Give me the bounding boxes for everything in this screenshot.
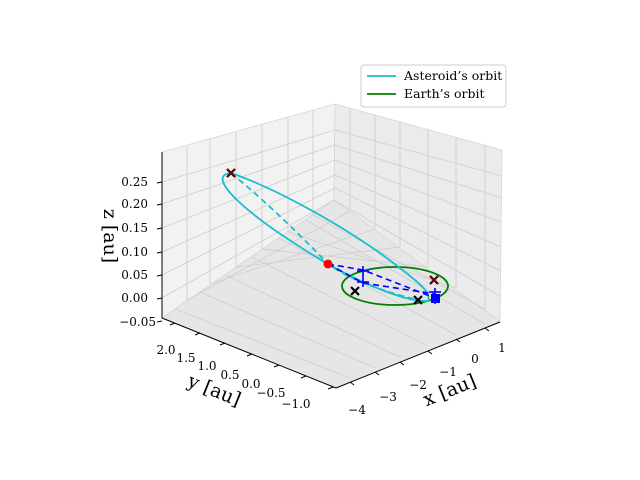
earth-orbit-line [341,266,449,306]
grid-line [161,174,336,253]
y-tick-label: −0.5 [256,386,285,400]
z-tick-label: 0.15 [121,221,148,235]
z-tick-mark [156,251,163,254]
grid-line [334,187,502,272]
x-tick-mark [399,361,405,366]
y-tick-label: 1.0 [197,359,216,373]
z-tick-label: 0.00 [121,291,148,305]
grid-line [224,274,401,358]
y-tick-label: 0.5 [220,368,239,382]
z-tick-mark [156,181,163,184]
y-axis-ticks: 2.0 1.5 1.0 0.5 0.0 −0.5 −1.0 [156,322,334,411]
z-tick-mark [156,297,163,300]
grid-line [161,199,335,299]
x-marker [429,275,439,285]
x-marker [350,286,360,296]
grid-line [334,159,502,223]
z-tick-mark [156,227,163,230]
y-tick-mark [219,342,226,346]
z-tick-mark [156,203,163,206]
grid-line [174,308,351,379]
x-tick-label: −1 [439,365,457,379]
grid-line [334,174,502,248]
legend-label-asteroid: Asteroid’s orbit [403,68,502,83]
y-tick-label: −1.0 [281,397,310,411]
axis-lines [161,152,501,389]
x-tick-label: −2 [409,378,427,392]
x-tick-label: −3 [379,390,397,404]
y-tick-mark [300,375,307,379]
x-axis-ticks: −4 −3 −2 −1 0 1 [348,327,506,417]
z-tick-label: 0.10 [121,245,148,259]
x-tick-label: 1 [498,341,506,355]
sun-marker [323,259,333,269]
legend: Asteroid’s orbit Earth’s orbit [360,64,507,108]
grid-line [161,187,336,276]
axes-panes [161,103,503,389]
grid-line [161,159,336,229]
y-tick-label: 0.0 [241,377,260,391]
legend-box [360,64,507,108]
x-marker [413,295,423,305]
z-tick-label: −0.05 [119,315,156,329]
transfer-line-dashed [327,263,436,295]
grid-line [161,129,336,183]
y-axis-line [161,317,337,389]
grid-line [287,231,457,289]
asteroid-orbit-solid [221,172,430,302]
z-axis-label: z [au] [99,209,121,263]
y-tick-mark [273,364,280,368]
grid-line [334,129,503,177]
x-tick-mark [349,381,355,386]
grid-line [251,256,429,347]
grid-line [305,219,486,325]
x-tick-mark [455,338,461,343]
legend-label-earth: Earth’s orbit [404,86,485,101]
grid-line [199,291,376,369]
x-marker [226,168,236,178]
y-tick-mark [169,322,176,326]
z-tick-mark [156,274,163,277]
x-tick-mark [484,327,490,332]
grid-line [261,248,429,268]
grid-lines [161,108,503,379]
y-tick-label: 2.0 [156,343,175,357]
y-tick-mark [246,353,253,357]
grid-line [186,210,351,301]
grid-line [312,214,486,310]
x-tick-label: 0 [471,352,479,366]
grid-line [334,144,503,199]
x-tick-mark [374,371,380,376]
grid-line [333,199,501,297]
z-tick-label: 0.25 [121,175,148,189]
x-tick-label: −4 [348,403,366,417]
grid-line [161,144,336,205]
z-tick-mark [156,320,163,323]
z-tick-label: 0.05 [121,268,148,282]
y-tick-mark [327,386,334,390]
spacecraft-marker [431,294,440,303]
z-tick-label: 0.20 [121,197,148,211]
y-tick-label: 1.5 [176,351,195,365]
x-axis-line [335,321,501,389]
y-tick-mark [194,332,201,336]
x-tick-mark [427,350,433,355]
grid-line [209,228,376,285]
z-axis-ticks: 0.25 0.20 0.15 0.10 0.05 0.00 −0.05 [119,175,163,329]
